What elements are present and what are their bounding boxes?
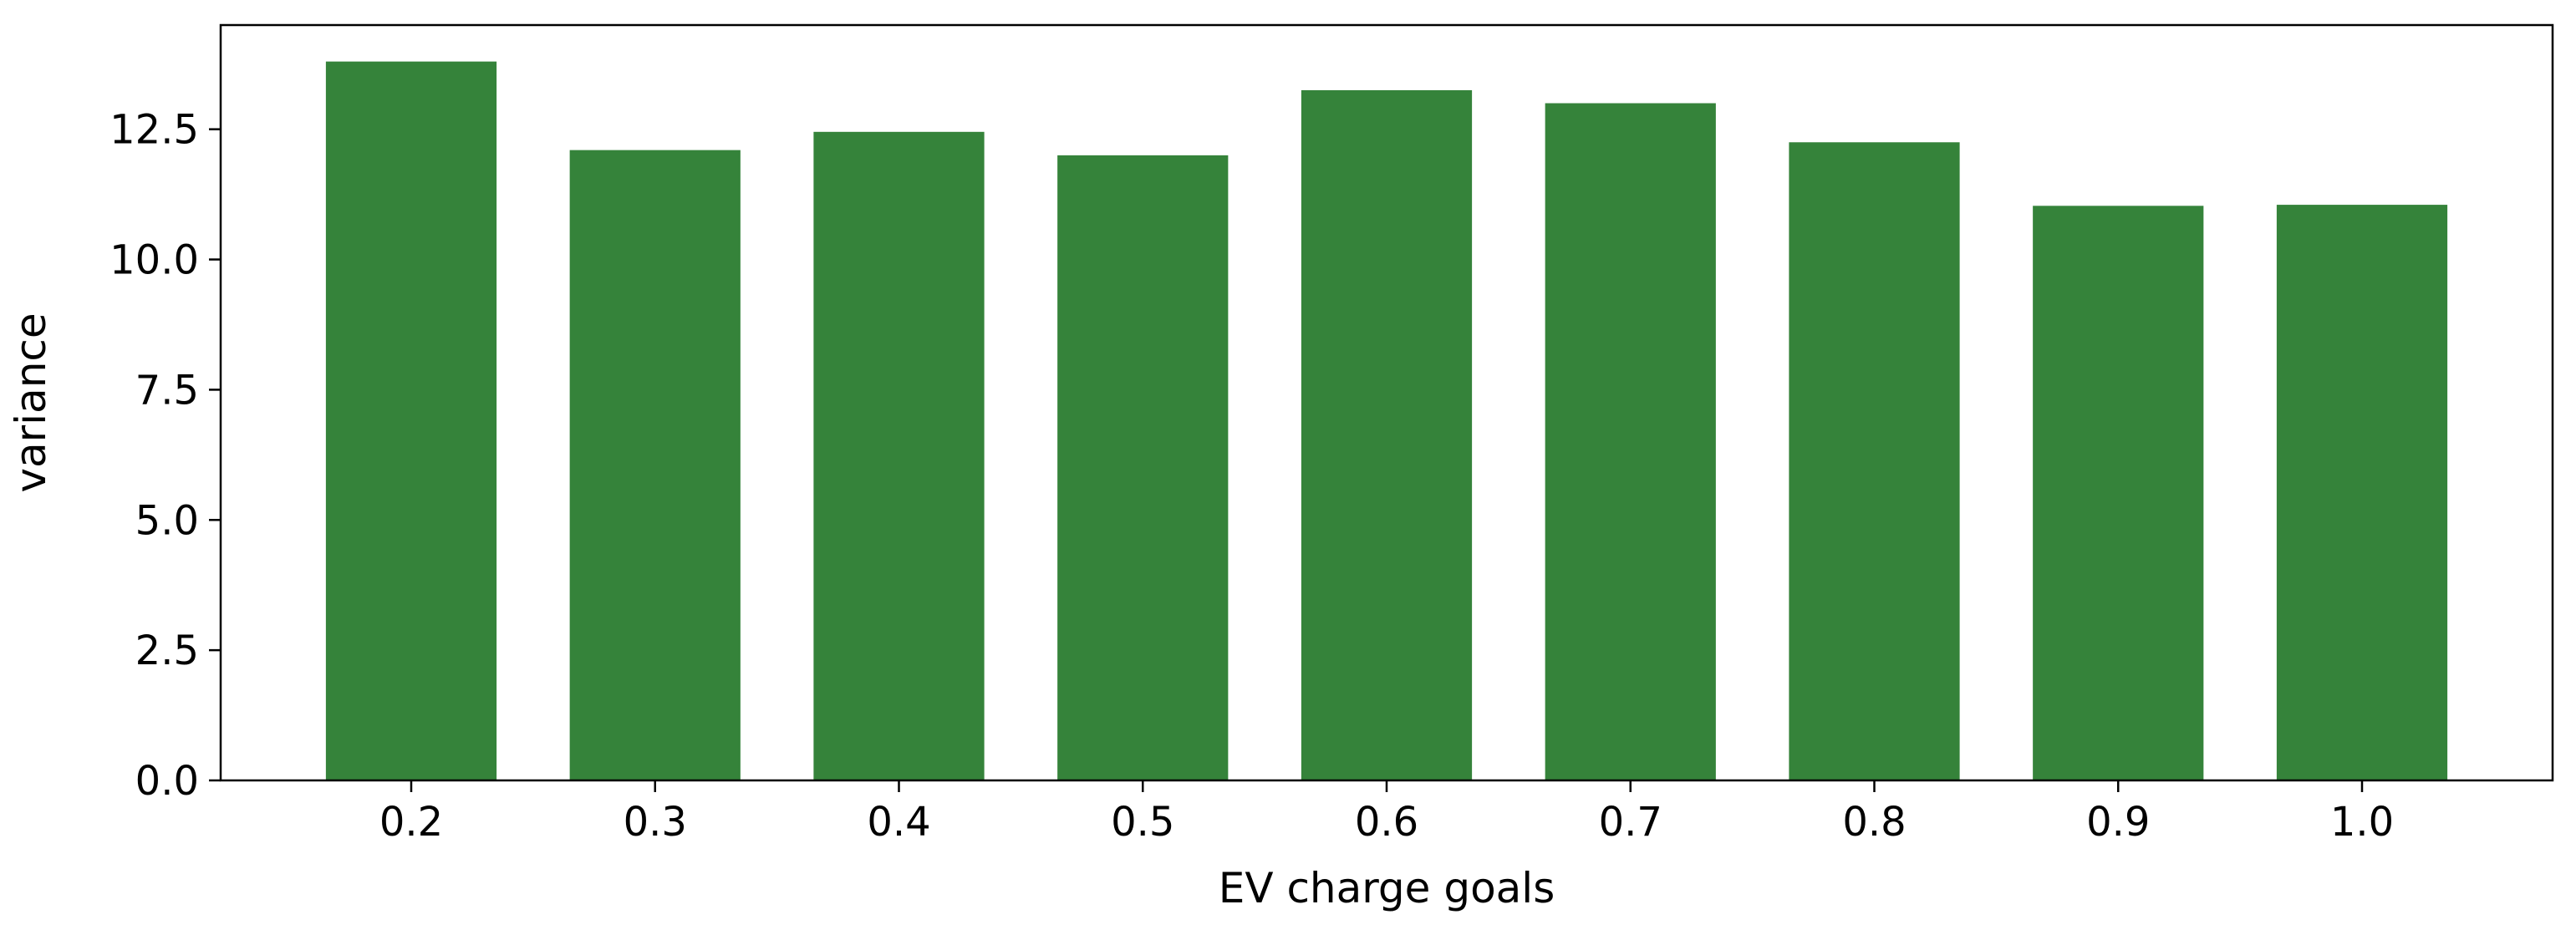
bar-0.3: [569, 150, 741, 781]
plot-frame: [219, 23, 2554, 782]
bar-0.7: [1545, 103, 1716, 781]
bar-0.9: [2033, 206, 2204, 780]
y-axis-label: variance: [7, 312, 55, 492]
bar-0.8: [1789, 142, 1960, 780]
x-tick-label: 0.3: [624, 799, 687, 846]
bars-group: [325, 61, 2448, 781]
x-tick-label: 1.0: [2330, 799, 2394, 846]
x-tick-label: 0.2: [379, 799, 443, 846]
x-axis-ticks: 0.2 0.3 0.4 0.5 0.6 0.7 0.8 0.9 1.0: [379, 780, 2394, 846]
x-tick-label: 0.7: [1599, 799, 1662, 846]
x-tick-label: 0.8: [1842, 799, 1906, 846]
y-tick-label: 7.5: [135, 367, 199, 414]
x-tick-label: 0.5: [1111, 799, 1174, 846]
y-tick-label: 5.0: [135, 497, 199, 544]
y-tick-label: 2.5: [135, 628, 199, 674]
bar-0.6: [1301, 89, 1473, 781]
x-tick-label: 0.6: [1355, 799, 1418, 846]
y-axis-ticks: 0.0 2.5 5.0 7.5 10.0 12.5: [109, 107, 221, 805]
x-tick-label: 0.4: [867, 799, 930, 846]
y-tick-label: 12.5: [109, 107, 199, 154]
bar-0.2: [325, 61, 497, 781]
y-tick-label: 0.0: [135, 758, 199, 805]
y-tick-label: 10.0: [109, 237, 199, 284]
x-axis-label: EV charge goals: [1219, 864, 1555, 912]
bar-0.5: [1057, 155, 1229, 781]
bar-0.4: [813, 131, 985, 781]
bar-1.0: [2276, 205, 2448, 780]
x-tick-label: 0.9: [2086, 799, 2150, 846]
